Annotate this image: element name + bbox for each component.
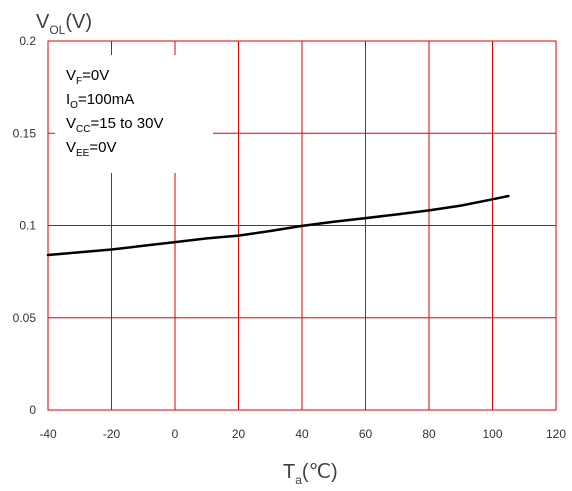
plot-frame [47,40,557,411]
x-tick-label: -40 [39,427,57,441]
x-tick-labels: -40 -20 0 20 40 60 80 100 120 [39,427,566,441]
condition-box [55,55,213,173]
y-axis-title: VOL(V) [36,11,92,37]
x-tick-label: 60 [359,427,373,441]
y-tick-label: 0.2 [19,34,36,48]
x-tick-label: 40 [295,427,309,441]
condition-line-vee: VEE=0V [66,139,116,159]
condition-notes: VF=0V IO=100mA VCC=15 to 30V VEE=0V [66,67,163,159]
x-axis-title: Ta(℃) [283,461,338,487]
x-tick-label: 120 [546,427,566,441]
x-tick-label: 100 [482,427,502,441]
condition-line-vcc: VCC=15 to 30V [66,115,163,135]
x-tick-label: 0 [172,427,179,441]
y-tick-label: 0.15 [13,126,37,140]
condition-line-io: IO=100mA [66,91,134,111]
x-tick-label: 20 [232,427,246,441]
x-tick-label: 80 [422,427,436,441]
x-tick-label: -20 [103,427,121,441]
series-line-vol [46,194,510,257]
condition-line-vf: VF=0V [66,67,109,87]
y-tick-label: 0.1 [19,219,36,233]
y-tick-labels: 0 0.05 0.1 0.15 0.2 [13,34,37,417]
y-tick-label: 0 [29,403,36,417]
y-tick-label: 0.05 [13,311,37,325]
